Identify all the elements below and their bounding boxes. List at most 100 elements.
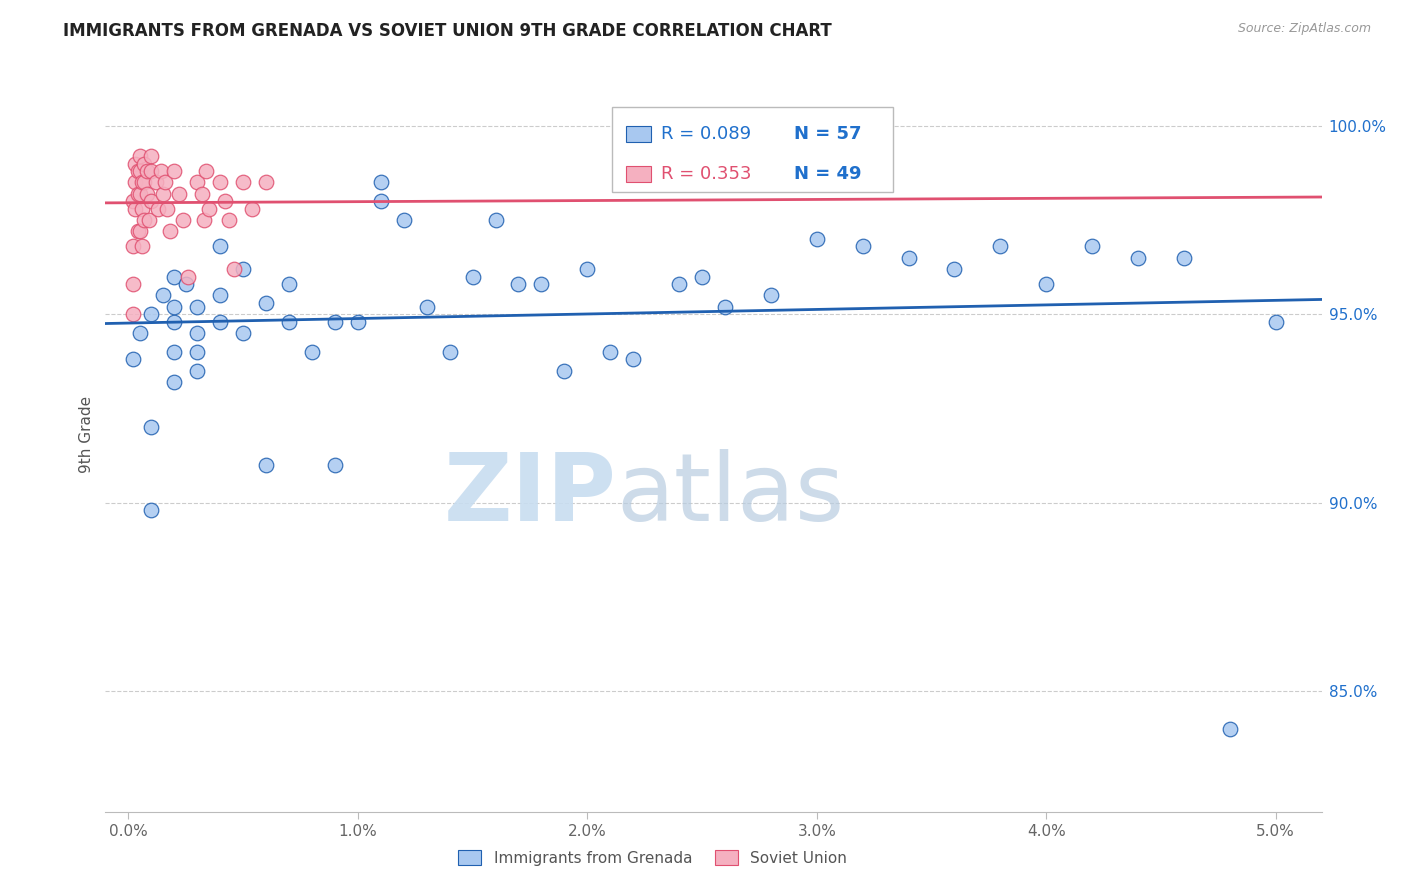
Point	[576, 262, 599, 277]
Point	[134, 175, 156, 189]
Point	[172, 213, 194, 227]
Y-axis label: 9th Grade: 9th Grade	[79, 396, 94, 474]
Text: N = 49: N = 49	[794, 165, 862, 183]
Text: R = 0.089: R = 0.089	[661, 125, 751, 143]
Point	[156, 202, 179, 216]
Point	[599, 345, 621, 359]
Point	[135, 164, 157, 178]
Point	[177, 269, 200, 284]
Point	[127, 164, 149, 178]
Point	[759, 288, 782, 302]
Point	[127, 186, 149, 201]
Point	[152, 186, 174, 201]
Point	[301, 345, 323, 359]
Point	[209, 239, 232, 253]
Point	[159, 224, 181, 238]
Point	[141, 194, 163, 209]
Text: N = 57: N = 57	[794, 125, 862, 143]
Point	[347, 315, 370, 329]
Point	[943, 262, 966, 277]
Point	[122, 239, 145, 253]
Point	[163, 164, 186, 178]
Point	[232, 262, 254, 277]
Point	[508, 277, 530, 291]
Point	[131, 175, 153, 189]
Point	[1264, 315, 1286, 329]
Point	[392, 213, 415, 227]
Point	[690, 269, 713, 284]
Text: atlas: atlas	[616, 450, 845, 541]
Point	[240, 202, 263, 216]
Point	[222, 262, 245, 277]
Legend: Immigrants from Grenada, Soviet Union: Immigrants from Grenada, Soviet Union	[453, 844, 853, 871]
Point	[530, 277, 553, 291]
Point	[163, 345, 186, 359]
Point	[163, 375, 186, 389]
Point	[163, 269, 186, 284]
Point	[141, 420, 163, 434]
Point	[897, 251, 920, 265]
Point	[174, 277, 197, 291]
Point	[1035, 277, 1057, 291]
Point	[209, 315, 232, 329]
Point	[254, 458, 277, 472]
Point	[163, 315, 186, 329]
Point	[141, 164, 163, 178]
Point	[128, 164, 150, 178]
Point	[135, 186, 157, 201]
Point	[186, 364, 208, 378]
Point	[218, 213, 240, 227]
Point	[254, 175, 277, 189]
Point	[122, 277, 145, 291]
Point	[668, 277, 690, 291]
Point	[1126, 251, 1149, 265]
Point	[197, 202, 219, 216]
Point	[152, 288, 174, 302]
Point	[128, 186, 150, 201]
Point	[145, 175, 167, 189]
Point	[186, 326, 208, 340]
Point	[1173, 251, 1195, 265]
Text: ZIP: ZIP	[443, 450, 616, 541]
Point	[153, 175, 176, 189]
Point	[134, 156, 156, 170]
Point	[122, 194, 145, 209]
Point	[148, 202, 170, 216]
Point	[209, 288, 232, 302]
Point	[141, 503, 163, 517]
Point	[134, 213, 156, 227]
Point	[167, 186, 190, 201]
Point	[195, 164, 218, 178]
Point	[122, 352, 145, 367]
Point	[415, 300, 437, 314]
Text: Source: ZipAtlas.com: Source: ZipAtlas.com	[1237, 22, 1371, 36]
Point	[232, 175, 254, 189]
Point	[1219, 722, 1241, 736]
Point	[128, 224, 150, 238]
Point	[163, 300, 186, 314]
Point	[370, 194, 392, 209]
Point	[186, 300, 208, 314]
Point	[1081, 239, 1104, 253]
Point	[186, 345, 208, 359]
Point	[254, 296, 277, 310]
Point	[127, 224, 149, 238]
Point	[131, 239, 153, 253]
Point	[852, 239, 875, 253]
Point	[461, 269, 484, 284]
Point	[278, 277, 301, 291]
Point	[323, 315, 346, 329]
Point	[484, 213, 506, 227]
Point	[138, 213, 160, 227]
Point	[439, 345, 461, 359]
Point	[122, 307, 145, 321]
Point	[806, 232, 828, 246]
Point	[193, 213, 215, 227]
Point	[714, 300, 737, 314]
Point	[124, 175, 146, 189]
Point	[232, 326, 254, 340]
Point	[149, 164, 172, 178]
Point	[128, 149, 150, 163]
Point	[278, 315, 301, 329]
Point	[323, 458, 346, 472]
